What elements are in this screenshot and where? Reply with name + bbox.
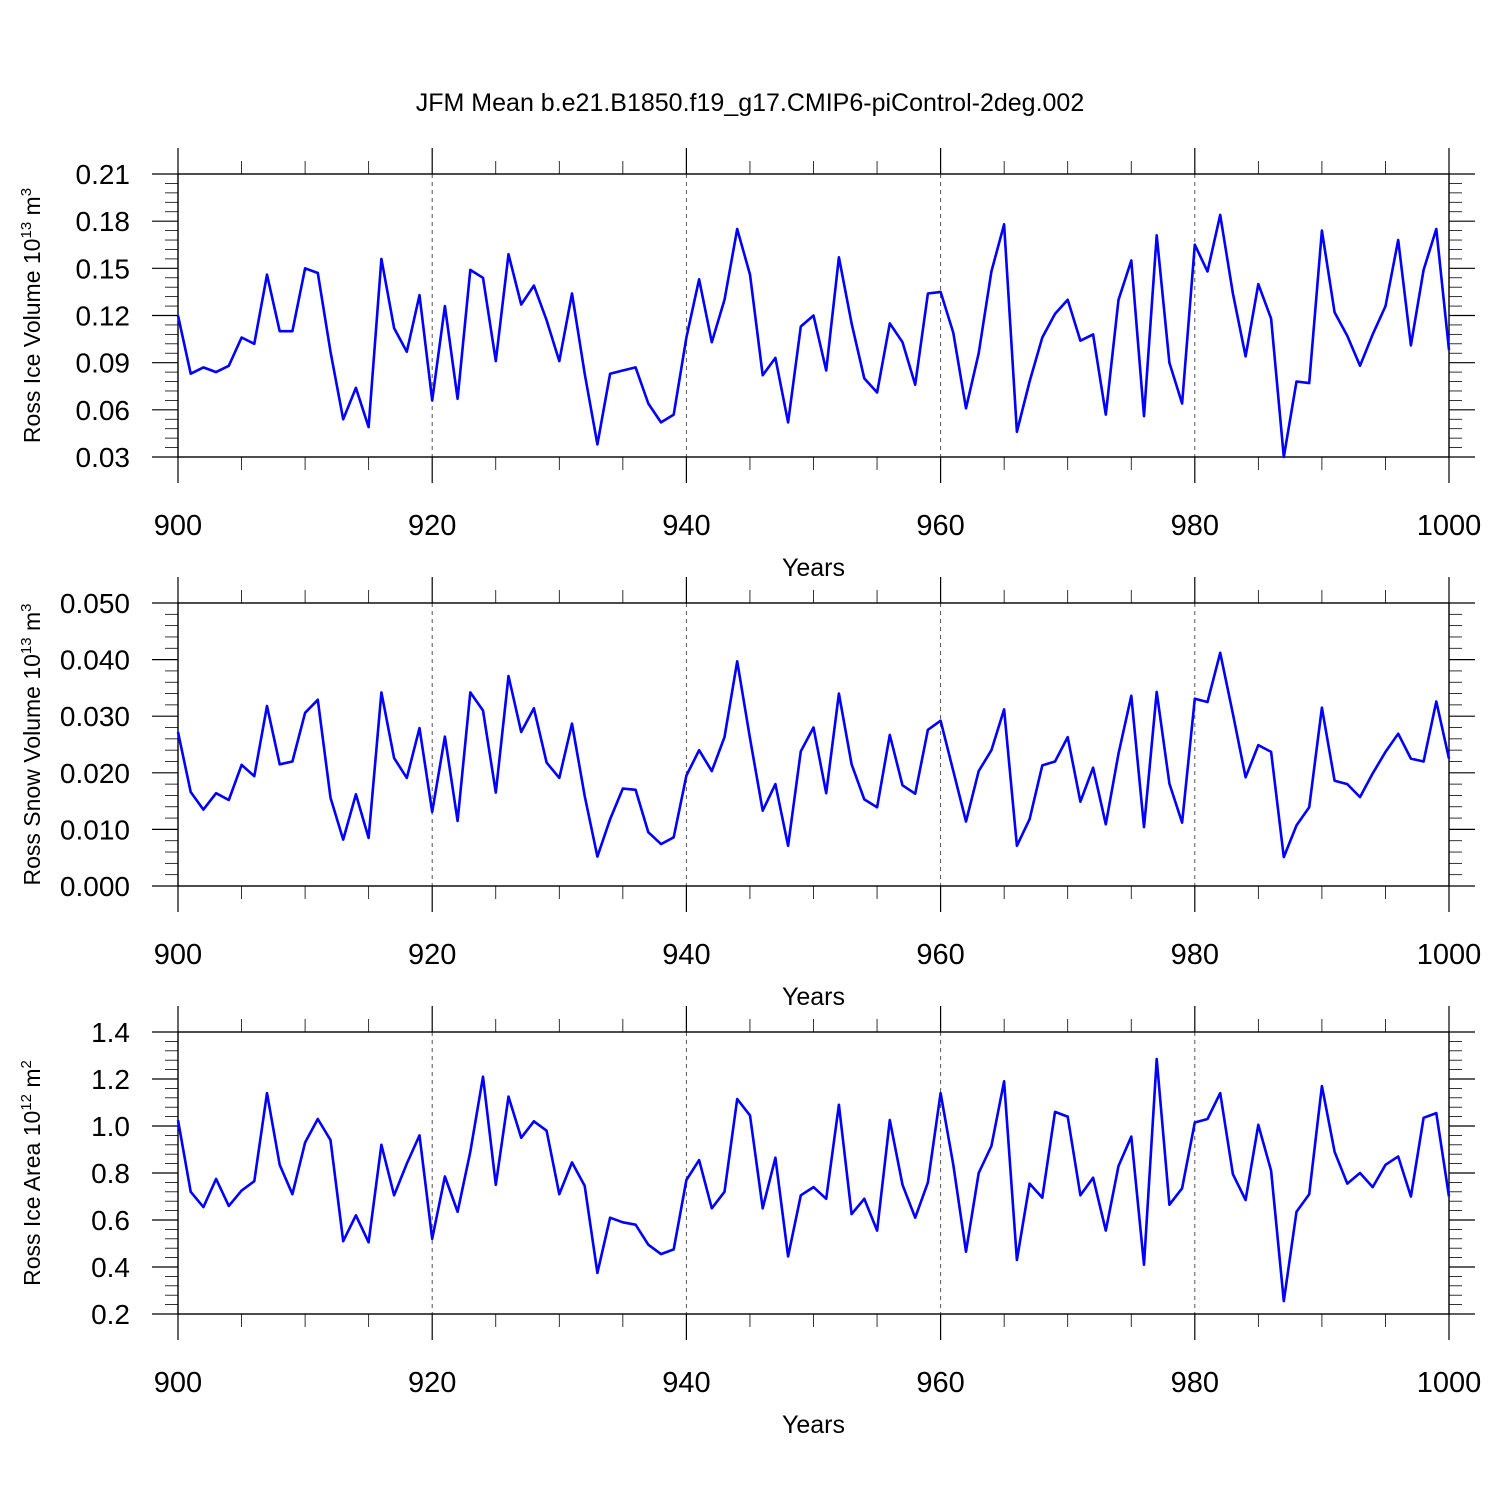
y-axis-label-superscript: 12 bbox=[18, 1094, 35, 1111]
y-tick-label: 0.21 bbox=[76, 159, 131, 190]
x-axis-label: Years bbox=[782, 1411, 845, 1439]
y-axis-label-text: m bbox=[19, 612, 45, 638]
y-axis-label-text: Ross Ice Area 10 bbox=[19, 1111, 45, 1286]
y-tick-label: 1.2 bbox=[91, 1064, 130, 1095]
y-tick-label: 0.18 bbox=[76, 206, 131, 237]
x-axis-label: Years bbox=[782, 554, 845, 582]
x-tick-label: 920 bbox=[408, 510, 456, 542]
x-tick-label: 920 bbox=[408, 939, 456, 971]
data-series-line bbox=[176, 651, 1451, 859]
y-tick-label: 0.12 bbox=[76, 301, 131, 332]
x-tick-label: 900 bbox=[154, 1367, 202, 1399]
x-tick-label: 940 bbox=[662, 1367, 710, 1399]
y-tick-label: 0.4 bbox=[91, 1252, 130, 1283]
y-axis-label-text: m bbox=[19, 196, 45, 222]
plot-frame bbox=[177, 1031, 1450, 1315]
data-series-line bbox=[176, 1057, 1451, 1303]
x-tick-label: 960 bbox=[916, 939, 964, 971]
x-tick-label: 940 bbox=[662, 510, 710, 542]
y-tick-label: 0.010 bbox=[60, 814, 130, 845]
x-tick-label: 940 bbox=[662, 939, 710, 971]
y-axis-label-superscript: 13 bbox=[18, 637, 35, 654]
panels: 900 920 940 960 980 1000 0.03 0.06 0.09 0.12 0.15 0… bbox=[18, 148, 1481, 1439]
plot-frame bbox=[177, 602, 1450, 887]
x-tick-label: 920 bbox=[408, 1367, 456, 1399]
x-axis-label: Years bbox=[782, 983, 845, 1011]
y-tick-label: 0.020 bbox=[60, 758, 130, 789]
y-axis-label: Ross Ice Area 1012 m2 bbox=[18, 1060, 45, 1286]
x-tick-label: 980 bbox=[1171, 939, 1219, 971]
y-axis-label: Ross Ice Volume 1013 m3 bbox=[18, 188, 45, 443]
y-axis-label-superscript: 3 bbox=[18, 188, 35, 196]
y-axis-label-superscript: 3 bbox=[18, 604, 35, 612]
y-tick-label: 1.0 bbox=[91, 1111, 130, 1142]
y-tick-label: 0.8 bbox=[91, 1158, 130, 1189]
y-tick-label: 0.06 bbox=[76, 395, 131, 426]
y-tick-label: 0.030 bbox=[60, 701, 130, 732]
y-tick-label: 0.09 bbox=[76, 348, 131, 379]
y-tick-label: 0.040 bbox=[60, 645, 130, 676]
y-axis-label: Ross Snow Volume 1013 m3 bbox=[18, 604, 45, 886]
y-tick-label: 1.4 bbox=[91, 1017, 130, 1048]
data-series-line bbox=[176, 213, 1451, 459]
x-tick-label: 1000 bbox=[1417, 939, 1482, 971]
figure-title: JFM Mean b.e21.B1850.f19_g17.CMIP6-piCon… bbox=[416, 89, 1084, 117]
y-tick-label: 0.2 bbox=[91, 1299, 130, 1330]
y-axis-label-text: Ross Snow Volume 10 bbox=[19, 654, 45, 885]
x-tick-label: 980 bbox=[1171, 1367, 1219, 1399]
x-tick-label: 1000 bbox=[1417, 1367, 1482, 1399]
panel-2: 900 920 940 960 980 1000 0.000 0.010 0.020 0.030 0… bbox=[18, 577, 1481, 1011]
y-axis-label-superscript: 13 bbox=[18, 222, 35, 239]
y-tick-label: 0.000 bbox=[60, 871, 130, 902]
x-tick-label: 900 bbox=[154, 510, 202, 542]
panel-3: 900 920 940 960 980 1000 0.2 0.4 0.6 0.8 1.0 1.2 1.4… bbox=[18, 1006, 1481, 1439]
y-axis-label-superscript: 2 bbox=[18, 1060, 35, 1068]
y-tick-label: 0.050 bbox=[60, 588, 130, 619]
y-tick-label: 0.6 bbox=[91, 1205, 130, 1236]
x-tick-label: 900 bbox=[154, 939, 202, 971]
y-axis-label-text: m bbox=[19, 1068, 45, 1094]
y-axis-label-text: Ross Ice Volume 10 bbox=[19, 239, 45, 444]
x-tick-label: 960 bbox=[916, 1367, 964, 1399]
y-tick-label: 0.15 bbox=[76, 253, 131, 284]
x-tick-label: 1000 bbox=[1417, 510, 1482, 542]
x-tick-label: 960 bbox=[916, 510, 964, 542]
x-tick-label: 980 bbox=[1171, 510, 1219, 542]
y-tick-label: 0.03 bbox=[76, 442, 131, 473]
panel-1: 900 920 940 960 980 1000 0.03 0.06 0.09 0.12 0.15 0… bbox=[18, 148, 1481, 582]
